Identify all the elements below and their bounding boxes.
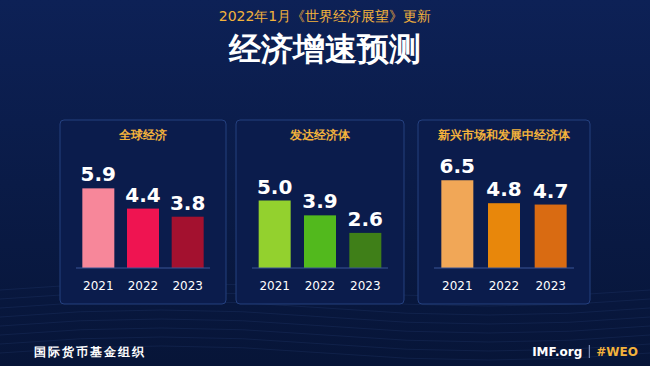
panel-title: 发达经济体 [289, 128, 351, 142]
data-label: 4.4 [125, 183, 160, 207]
tick-label: 2023 [172, 279, 203, 293]
background [0, 0, 650, 366]
bar [82, 188, 114, 268]
panel-title: 全球经济 [118, 128, 167, 142]
tick-label: 2023 [350, 279, 381, 293]
data-label: 5.9 [81, 162, 116, 186]
wave [0, 319, 650, 333]
footer-org: 国际货币基金组织 [34, 345, 146, 359]
subtitle: 2022年1月《世界经济展望》更新 [219, 8, 432, 24]
axis-line [76, 268, 210, 269]
data-label: 3.9 [302, 189, 337, 213]
axis-line [434, 268, 574, 269]
title: 经济增速预测 [228, 30, 421, 68]
data-label: 5.0 [257, 175, 292, 199]
panel-title: 新兴市场和发展中经济体 [437, 128, 571, 142]
data-label: 6.5 [440, 154, 475, 178]
panel-frame [60, 120, 226, 304]
wave [0, 310, 650, 324]
data-label: 2.6 [348, 207, 383, 231]
footer-divider [589, 345, 590, 358]
data-label: 4.7 [533, 179, 568, 203]
bar [488, 203, 520, 268]
tick-label: 2022 [128, 279, 159, 293]
wave [0, 346, 650, 360]
bar [172, 217, 204, 268]
footer-site: IMF.org [532, 345, 582, 359]
panel-frame [418, 120, 590, 304]
axis-line [252, 268, 388, 269]
wave [0, 328, 650, 342]
bar [441, 180, 473, 268]
tick-label: 2021 [83, 279, 114, 293]
bar [349, 233, 381, 268]
bar [127, 209, 159, 268]
tick-label: 2021 [442, 279, 473, 293]
bar [259, 201, 291, 269]
tick-label: 2023 [535, 279, 566, 293]
footer-tag: #WEO [596, 345, 638, 359]
panel: 发达经济体 5.0 2021 3.9 2022 2.6 2023 [236, 120, 404, 304]
canvas: 2022年1月《世界经济展望》更新经济增速预测全球经济 5.9 2021 4.4 202… [0, 0, 650, 366]
panel-frame [236, 120, 404, 304]
bar [535, 205, 567, 268]
panel: 全球经济 5.9 2021 4.4 2022 3.8 2023 [60, 120, 226, 304]
bar [304, 215, 336, 268]
tick-label: 2022 [305, 279, 336, 293]
panel: 新兴市场和发展中经济体 6.5 2021 4.8 2022 4.7 2023 [418, 120, 590, 304]
data-label: 4.8 [486, 177, 521, 201]
tick-label: 2022 [489, 279, 520, 293]
tick-label: 2021 [259, 279, 290, 293]
data-label: 3.8 [170, 191, 205, 215]
